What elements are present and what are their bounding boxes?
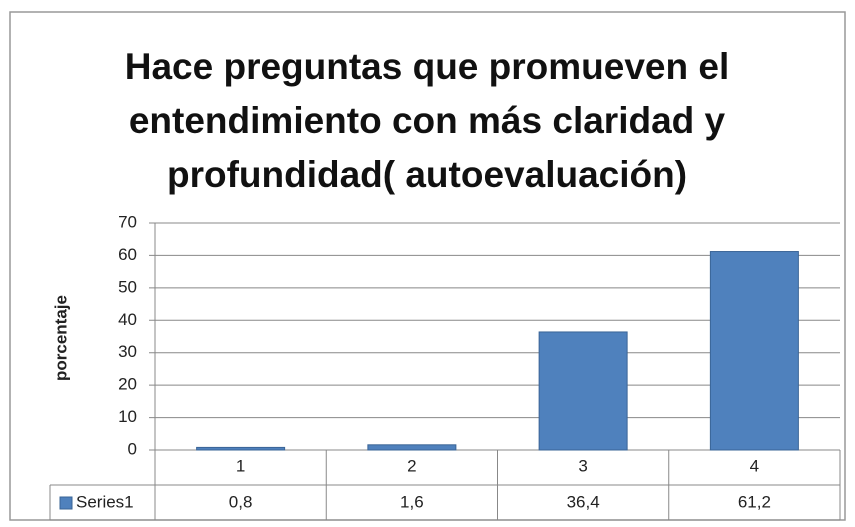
data-table-value: 61,2 — [738, 492, 771, 511]
y-tick-label: 40 — [118, 310, 137, 329]
y-tick-label: 0 — [128, 439, 137, 458]
data-table-value: 36,4 — [567, 492, 600, 511]
legend-key — [59, 496, 73, 510]
y-tick-label: 50 — [118, 277, 137, 296]
bar — [709, 251, 799, 451]
y-tick-label: 60 — [118, 245, 137, 264]
data-table-value: 1,6 — [400, 492, 424, 511]
chart-title: Hace preguntas que promueven el entendim… — [124, 46, 730, 195]
x-tick-label: 2 — [407, 456, 416, 475]
bar — [538, 331, 628, 451]
bar — [196, 446, 286, 451]
legend-label: Series1 — [76, 492, 134, 511]
data-table-value: 0,8 — [229, 492, 253, 511]
x-tick-label: 3 — [578, 456, 587, 475]
x-tick-label: 4 — [750, 456, 759, 475]
y-axis-label: porcentaje — [51, 295, 70, 381]
chart-border — [9, 11, 846, 521]
y-tick-label: 10 — [118, 407, 137, 426]
y-tick-label: 30 — [118, 342, 137, 361]
y-tick-label: 70 — [118, 212, 137, 231]
x-tick-label: 1 — [236, 456, 245, 475]
y-tick-label: 20 — [118, 375, 137, 394]
bar — [367, 444, 457, 451]
